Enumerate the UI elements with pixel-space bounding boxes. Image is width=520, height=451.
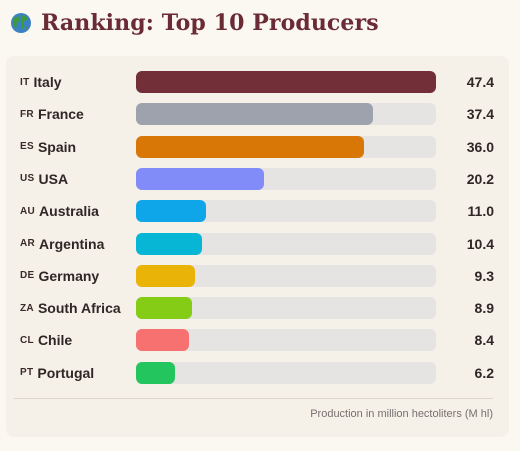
value-label: 20.2 (466, 170, 494, 187)
bar-row: FR France 37.4 (6, 103, 509, 126)
country-code: ES (20, 141, 34, 153)
value-label: 8.4 (474, 332, 494, 349)
category-label: France (37, 106, 84, 123)
bar-label: IT Italy (20, 71, 62, 93)
value-label: 8.9 (474, 300, 494, 317)
header: Ranking: Top 10 Producers (10, 9, 379, 37)
bar-track (136, 103, 436, 126)
bar (136, 232, 202, 255)
category-label: Chile (37, 332, 73, 349)
bar-label: AR Argentina (20, 233, 104, 255)
value-label: 10.4 (466, 235, 494, 252)
bar-row: PT Portugal 6.2 (6, 361, 509, 384)
bar-row: DE Germany 9.3 (6, 264, 509, 287)
bar-track (136, 329, 436, 352)
bar-row: US USA 20.2 (6, 167, 509, 190)
country-code: ZA (20, 302, 34, 314)
page-title: Ranking: Top 10 Producers (41, 10, 379, 36)
country-code: FR (20, 108, 34, 120)
bar-track (136, 361, 436, 384)
bar-track (136, 135, 436, 158)
bar (136, 135, 364, 158)
bar-track (136, 232, 436, 255)
bar (136, 200, 206, 223)
bar (136, 297, 193, 320)
value-label: 37.4 (466, 106, 494, 123)
bar-label: AU Australia (20, 200, 99, 222)
country-code: DE (20, 270, 35, 282)
footnote: Production in million hectoliters (M hl) (310, 408, 493, 420)
value-label: 9.3 (474, 267, 494, 284)
bar-track (136, 167, 436, 190)
bar (136, 329, 190, 352)
bar (136, 264, 195, 287)
bar-label: FR France (20, 103, 84, 125)
bar-label: US USA (20, 168, 68, 190)
chart-card: IT Italy 47.4 FR France 37.4 ES Spain 36.0 US USA 2… (6, 56, 509, 437)
value-label: 6.2 (474, 364, 494, 381)
bar-label: PT Portugal (20, 362, 94, 384)
bar-row: CL Chile 8.4 (6, 329, 509, 352)
bar (136, 71, 436, 93)
bar-row: AR Argentina 10.4 (6, 232, 509, 255)
bar (136, 167, 264, 190)
bar (136, 361, 176, 384)
country-code: IT (20, 76, 30, 88)
bar (136, 103, 373, 126)
bar-row: ES Spain 36.0 (6, 135, 509, 158)
category-label: Spain (37, 138, 77, 155)
category-label: USA (38, 170, 69, 187)
bar-row: ZA South Africa 8.9 (6, 297, 509, 320)
country-code: AR (20, 238, 36, 249)
country-code: AU (20, 205, 36, 217)
bar-row: AU Australia 11.0 (6, 200, 509, 223)
globe-icon (11, 13, 31, 33)
bar-label: DE Germany (20, 265, 99, 287)
category-label: Germany (38, 267, 100, 284)
category-label: Portugal (37, 364, 95, 381)
category-label: South Africa (37, 300, 121, 317)
country-code: CL (20, 334, 34, 346)
bar-track (136, 297, 436, 320)
value-label: 47.4 (466, 74, 494, 90)
country-code: PT (20, 367, 34, 379)
value-label: 36.0 (466, 138, 494, 155)
category-label: Australia (39, 203, 99, 220)
country-code: US (20, 173, 35, 185)
bar-label: CL Chile (20, 329, 72, 351)
category-label: Argentina (39, 235, 105, 252)
bar-track (136, 264, 436, 287)
bar-row: IT Italy 47.4 (6, 71, 509, 93)
bar-label: ZA South Africa (20, 297, 121, 319)
category-label: Italy (33, 74, 62, 90)
divider (14, 398, 493, 399)
bar-label: ES Spain (20, 136, 76, 158)
value-label: 11.0 (467, 203, 494, 220)
bar-track (136, 200, 436, 223)
bar-track (136, 71, 436, 93)
